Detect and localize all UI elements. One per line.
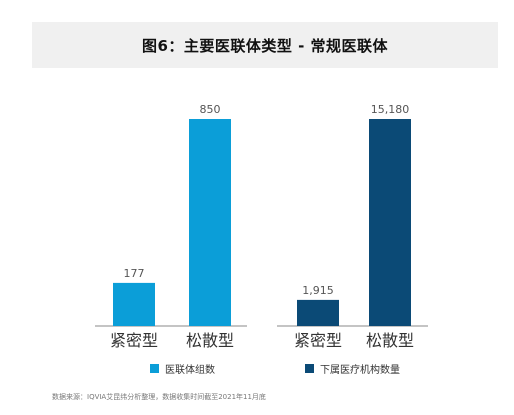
legend-item-2: 下属医疗机构数量 bbox=[305, 361, 400, 376]
tick-label-1-1: 紧密型 bbox=[110, 331, 158, 350]
legend-label-2: 下属医疗机构数量 bbox=[320, 365, 400, 376]
data-label-2-2: 15,180 bbox=[371, 103, 410, 116]
chart-title: 图6：主要医联体类型 - 常规医联体 bbox=[141, 36, 389, 55]
title-band: 图6：主要医联体类型 - 常规医联体 bbox=[32, 22, 498, 68]
bar-2-1 bbox=[297, 299, 339, 326]
legend-item-1: 医联体组数 bbox=[150, 361, 215, 376]
tick-label-2-1: 紧密型 bbox=[294, 331, 342, 350]
source-note: 数据来源：IQVIA艾昆纬分析整理，数据收集时间截至2021年11月底 bbox=[52, 393, 266, 401]
bar-1-1 bbox=[113, 282, 155, 326]
bar-1-2 bbox=[189, 119, 231, 326]
bar-2-2 bbox=[369, 119, 411, 326]
data-label-1-1: 177 bbox=[124, 267, 145, 280]
legend-label-1: 医联体组数 bbox=[165, 365, 215, 376]
legend-swatch-1 bbox=[150, 364, 159, 373]
data-label-2-1: 1,915 bbox=[302, 284, 334, 297]
tick-label-1-2: 松散型 bbox=[186, 331, 234, 350]
tick-label-2-2: 松散型 bbox=[366, 331, 414, 350]
legend-swatch-2 bbox=[305, 364, 314, 373]
data-label-1-2: 850 bbox=[200, 103, 221, 116]
